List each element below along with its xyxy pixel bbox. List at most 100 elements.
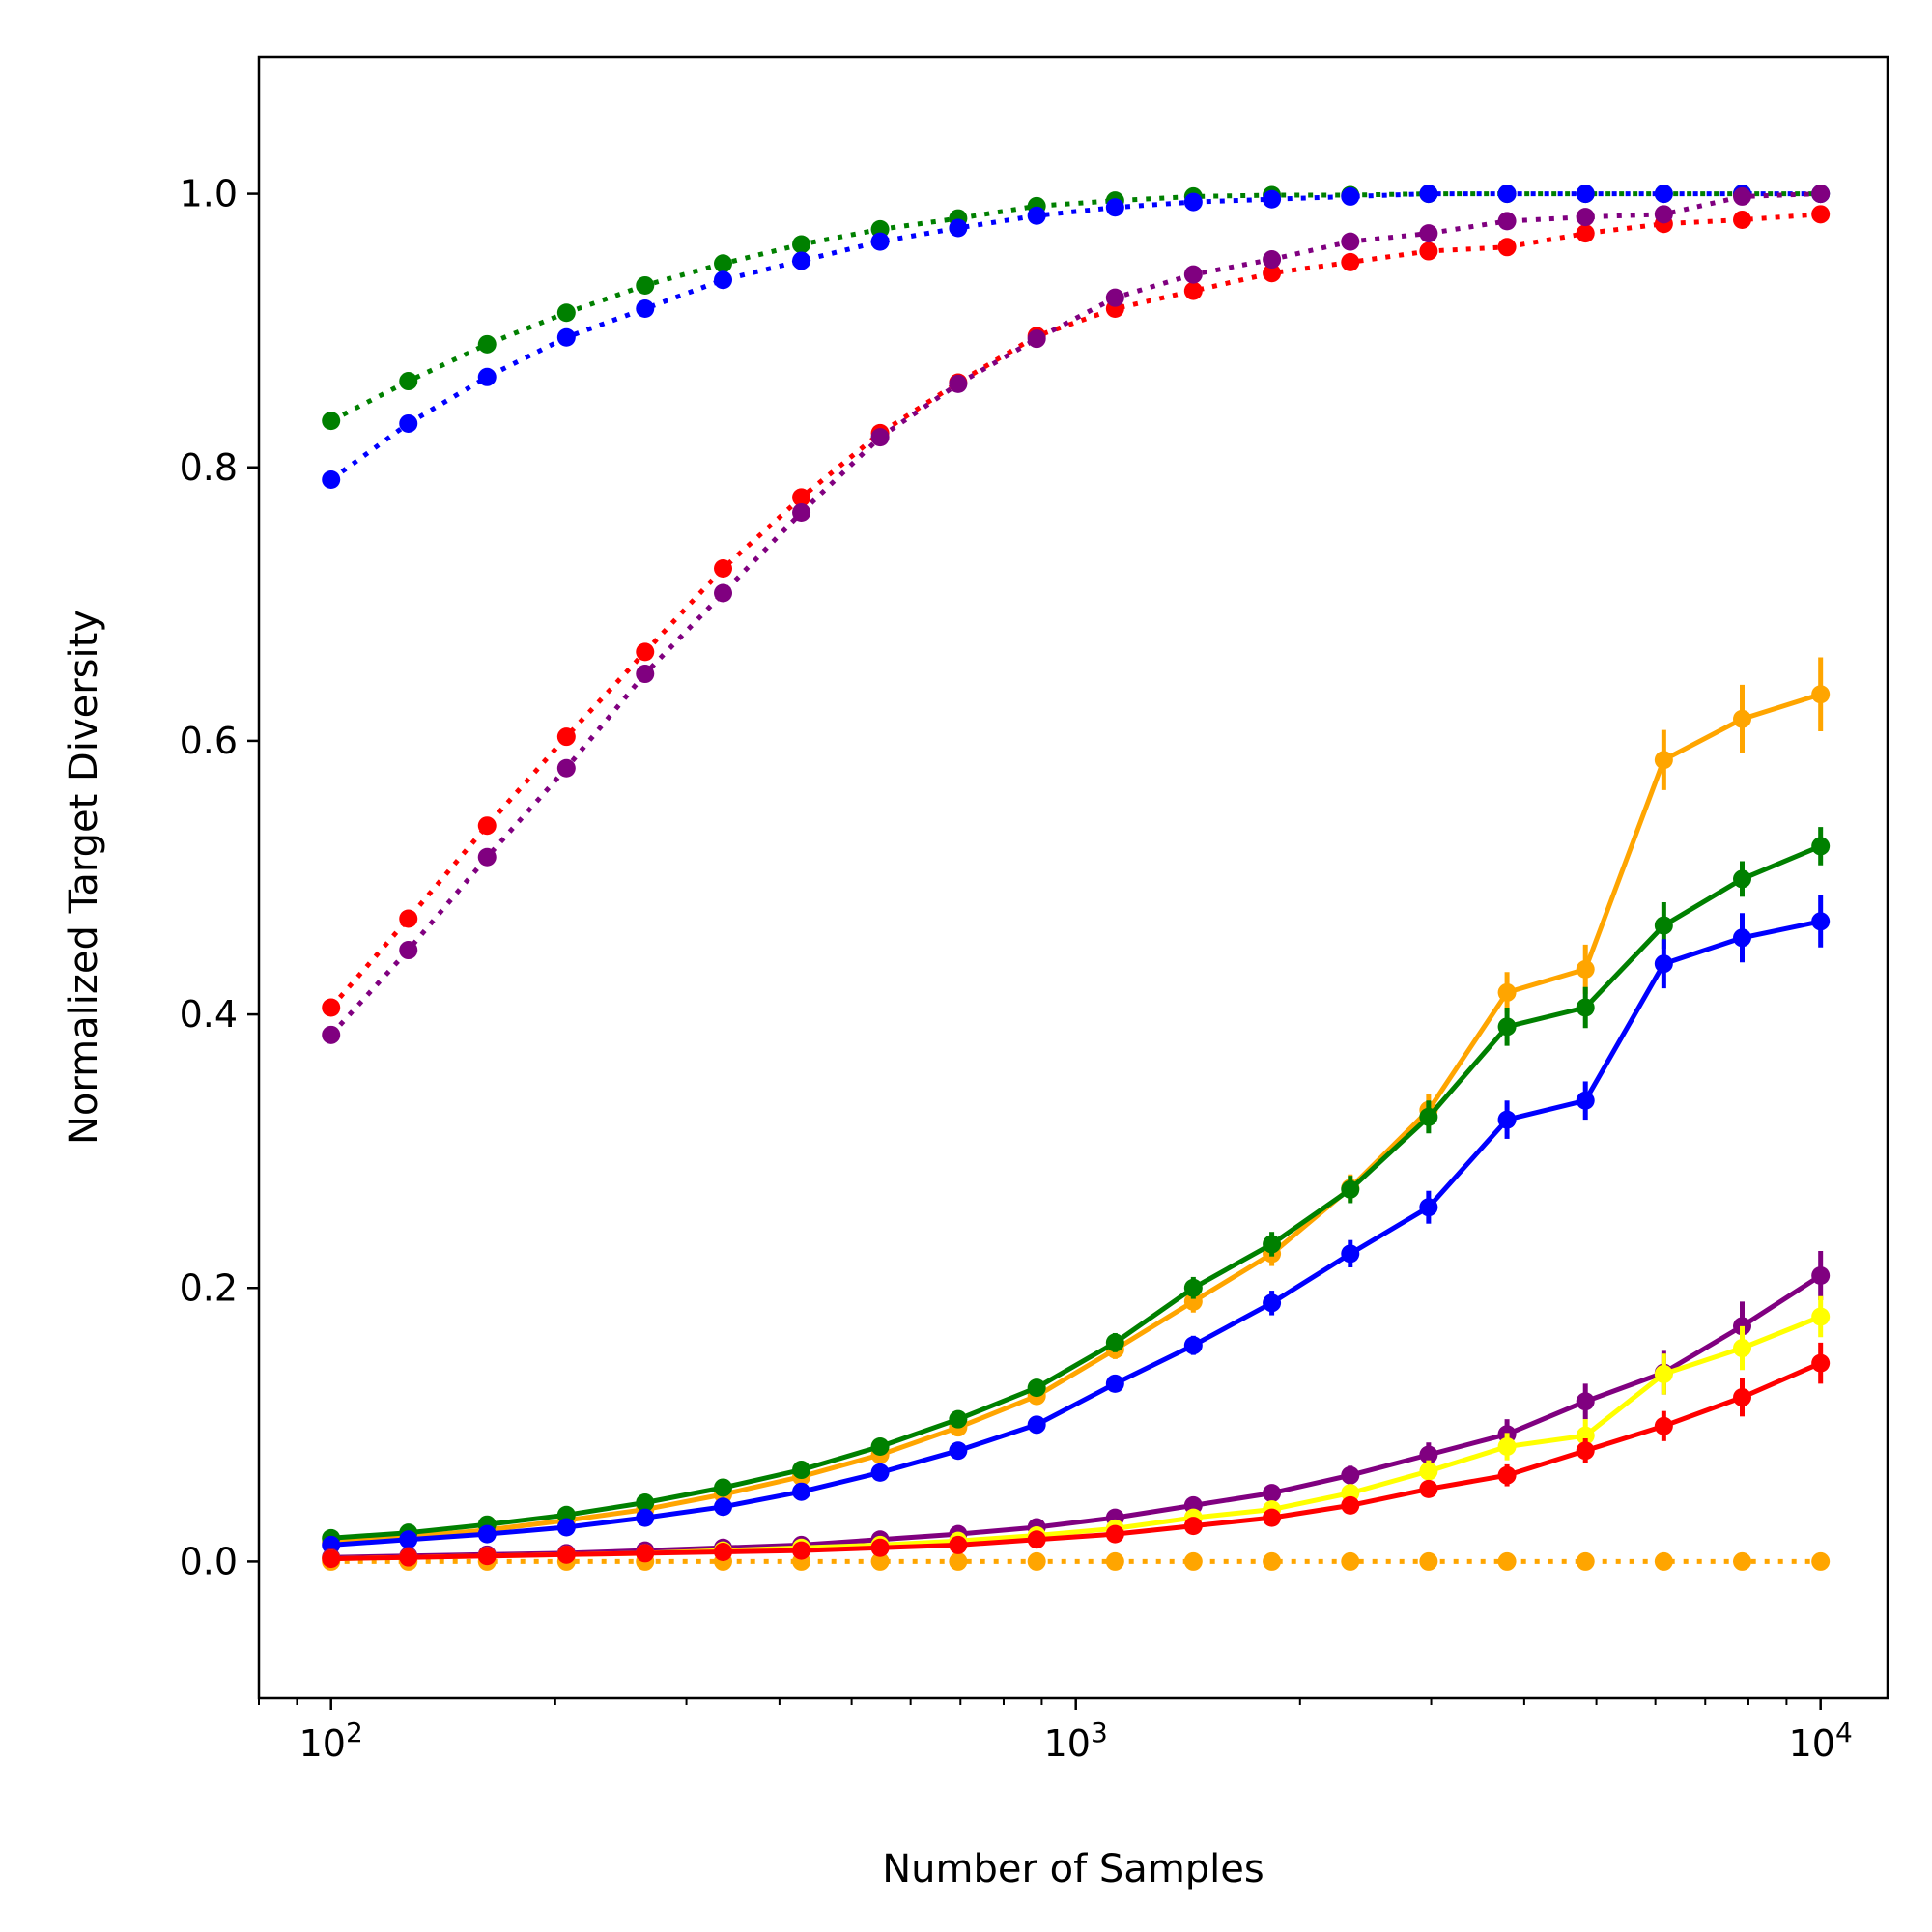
series-10-point-10 [1105, 1524, 1124, 1544]
series-7-point-2 [477, 1524, 497, 1544]
series-6-point-8 [949, 1409, 968, 1429]
series-1-point-2 [477, 367, 497, 386]
series-10-point-2 [477, 1547, 497, 1566]
series-3-point-16 [1576, 208, 1595, 227]
series-6-point-15 [1497, 1017, 1517, 1037]
series-4-point-9 [1027, 1551, 1046, 1571]
series-10-point-11 [1183, 1517, 1203, 1536]
series-0-point-0 [322, 412, 341, 431]
series-0-point-1 [399, 372, 418, 391]
series-2-point-19 [1811, 205, 1831, 224]
series-6 [322, 827, 1831, 1548]
series-6-point-17 [1654, 916, 1673, 935]
series-1-point-15 [1497, 185, 1517, 204]
series-6-point-11 [1183, 1278, 1203, 1297]
series-7-point-12 [1263, 1293, 1282, 1313]
series-9-point-17 [1654, 1364, 1673, 1383]
series-7-point-8 [949, 1441, 968, 1461]
series-4-point-12 [1263, 1551, 1282, 1571]
series-4-point-13 [1341, 1551, 1360, 1571]
series-1-point-11 [1183, 192, 1203, 212]
series-7-point-10 [1105, 1374, 1124, 1393]
series-7-point-18 [1733, 928, 1752, 948]
series-6-point-10 [1105, 1333, 1124, 1352]
series-1-point-14 [1419, 185, 1438, 204]
series-7-point-13 [1341, 1244, 1360, 1264]
series-3-point-9 [1027, 329, 1046, 349]
series-10 [322, 1342, 1831, 1569]
series-3-point-7 [870, 428, 890, 447]
series-10-point-0 [322, 1549, 341, 1569]
series-4-point-14 [1419, 1551, 1438, 1571]
series-7-point-19 [1811, 912, 1831, 931]
x-tick-label-1: 103 [1044, 1717, 1108, 1765]
plot-frame [257, 55, 1889, 1700]
series-7-point-6 [792, 1482, 811, 1501]
series-10-point-5 [714, 1543, 733, 1562]
series-7-point-16 [1576, 1091, 1595, 1110]
series-2-point-14 [1419, 242, 1438, 261]
series-7-point-9 [1027, 1415, 1046, 1435]
series-2-point-11 [1183, 281, 1203, 300]
series-10-point-12 [1263, 1508, 1282, 1527]
series-layer [322, 185, 1831, 1571]
series-10-point-17 [1654, 1416, 1673, 1435]
y-tick-label-4: 0.8 [180, 446, 238, 489]
series-0-point-4 [636, 275, 655, 295]
series-10-point-1 [399, 1548, 418, 1567]
series-3-point-14 [1419, 224, 1438, 243]
series-0-point-6 [792, 235, 811, 254]
y-tick-label-5: 1.0 [180, 173, 238, 215]
y-tick-label-2: 0.4 [180, 993, 238, 1036]
series-5-line [330, 692, 1822, 1546]
series-2-point-6 [792, 488, 811, 507]
series-6-point-12 [1263, 1235, 1282, 1254]
y-tick-label-3: 0.6 [180, 720, 238, 762]
series-5-point-19 [1811, 685, 1831, 704]
series-2-point-5 [714, 559, 733, 579]
series-6-point-19 [1811, 837, 1831, 856]
series-1 [322, 185, 1831, 489]
series-1-point-6 [792, 251, 811, 270]
series-4-point-19 [1811, 1551, 1831, 1571]
series-7-point-3 [556, 1518, 576, 1537]
series-7-point-11 [1183, 1336, 1203, 1355]
series-3-point-17 [1654, 205, 1673, 224]
series-9-point-15 [1497, 1436, 1517, 1456]
series-10-point-15 [1497, 1465, 1517, 1485]
series-8-point-16 [1576, 1392, 1595, 1411]
series-3-point-13 [1341, 232, 1360, 251]
series-5-point-15 [1497, 982, 1517, 1002]
x-axis-label: Number of Samples [882, 1847, 1264, 1891]
series-10-line [330, 1360, 1822, 1562]
series-1-point-5 [714, 270, 733, 290]
series-2-point-1 [399, 909, 418, 928]
series-8-point-13 [1341, 1465, 1360, 1485]
series-4-point-18 [1733, 1551, 1752, 1571]
series-1-point-1 [399, 413, 418, 433]
y-tick-label-1: 0.2 [180, 1266, 238, 1309]
series-10-point-8 [949, 1535, 968, 1554]
series-3-point-5 [714, 583, 733, 603]
series-9-point-18 [1733, 1339, 1752, 1358]
series-1-point-4 [636, 299, 655, 319]
series-0-point-2 [477, 334, 497, 354]
series-6-point-13 [1341, 1179, 1360, 1199]
series-3-point-12 [1263, 250, 1282, 270]
series-0-line [329, 191, 1821, 423]
series-4-point-17 [1654, 1551, 1673, 1571]
series-3-point-11 [1183, 265, 1203, 284]
series-2-point-13 [1341, 252, 1360, 271]
series-6-point-18 [1733, 869, 1752, 889]
series-0 [322, 185, 1831, 431]
series-6-line [330, 843, 1822, 1541]
series-1-point-16 [1576, 185, 1595, 204]
series-10-point-6 [792, 1541, 811, 1560]
series-1-point-10 [1105, 198, 1124, 217]
series-9-point-14 [1419, 1462, 1438, 1481]
series-5-point-17 [1654, 751, 1673, 770]
series-6-point-7 [870, 1436, 890, 1456]
series-6-point-4 [636, 1493, 655, 1513]
series-4-point-11 [1183, 1551, 1203, 1571]
